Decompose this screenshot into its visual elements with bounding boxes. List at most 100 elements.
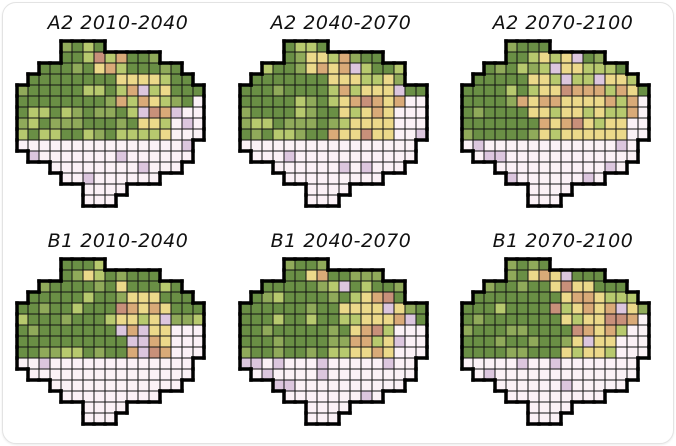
map-cell <box>571 161 584 174</box>
map-cell <box>360 357 373 370</box>
map-cell <box>294 84 307 97</box>
map-cell <box>261 117 274 130</box>
map-cell <box>82 95 95 108</box>
map-cell <box>349 139 362 152</box>
map-cell <box>549 128 562 141</box>
map-cell <box>71 324 84 337</box>
map-cell <box>305 117 318 130</box>
map-cell <box>505 73 518 86</box>
map-cell <box>560 128 573 141</box>
map-cell <box>360 95 373 108</box>
map-cell <box>516 313 529 326</box>
map-cell <box>305 106 318 119</box>
map-cell <box>516 379 529 392</box>
map-cell <box>126 346 139 359</box>
map-cell <box>82 379 95 392</box>
map-cell <box>538 346 551 359</box>
map-cell <box>560 346 573 359</box>
map-cell <box>327 346 340 359</box>
map-cell <box>71 302 84 315</box>
map-cell <box>538 106 551 119</box>
map-cell <box>571 117 584 130</box>
map-cell <box>294 62 307 75</box>
map-cell <box>115 62 128 75</box>
map-cell <box>615 324 628 337</box>
map-cell <box>349 379 362 392</box>
map-cell <box>538 62 551 75</box>
map-cell <box>615 302 628 315</box>
map-cell <box>115 291 128 304</box>
map-cell <box>316 128 329 141</box>
map-cell <box>49 346 62 359</box>
map-cell <box>349 95 362 108</box>
map-cell <box>582 379 595 392</box>
map-cell <box>27 346 40 359</box>
map-cell <box>404 335 417 348</box>
map-cell <box>560 117 573 130</box>
map-cell <box>104 117 117 130</box>
map-cell <box>93 368 106 381</box>
map-cell <box>382 139 395 152</box>
map-panel-a2-2010-2040: A2 2010-2040 <box>13 9 223 219</box>
map-cell <box>582 139 595 152</box>
map-cell <box>483 324 496 337</box>
map-cell <box>516 73 529 86</box>
map-cell <box>60 73 73 86</box>
map-cell <box>60 84 73 97</box>
map-grid <box>458 255 653 428</box>
map-cell <box>159 95 172 108</box>
map-cell <box>371 368 384 381</box>
map-cell <box>126 161 139 174</box>
map-cell <box>560 95 573 108</box>
map-cell <box>126 150 139 163</box>
map-cell <box>305 280 318 293</box>
map-cell <box>538 324 551 337</box>
map-cell <box>527 324 540 337</box>
map-cell <box>527 73 540 86</box>
map-cell <box>49 291 62 304</box>
map-cell <box>371 335 384 348</box>
map-cell <box>71 73 84 86</box>
map-cell <box>582 324 595 337</box>
map-cell <box>483 139 496 152</box>
map-cell <box>272 313 285 326</box>
map-cell <box>159 313 172 326</box>
map-cell <box>560 62 573 75</box>
map-cell <box>38 106 51 119</box>
map-cell <box>181 117 194 130</box>
map-cell <box>538 128 551 141</box>
map-cell <box>115 313 128 326</box>
map-cell <box>71 313 84 326</box>
map-cell <box>327 324 340 337</box>
map-cell <box>593 313 606 326</box>
map-cell <box>393 346 406 359</box>
map-cell <box>505 117 518 130</box>
map-cell <box>250 313 263 326</box>
map-cell <box>60 128 73 141</box>
map-cell <box>382 84 395 97</box>
map-cell <box>115 95 128 108</box>
map-cell <box>349 128 362 141</box>
map-cell <box>137 357 150 370</box>
map-cell <box>316 183 329 196</box>
map-cell <box>382 335 395 348</box>
map-cell <box>93 117 106 130</box>
map-cell <box>338 73 351 86</box>
map-cell <box>494 346 507 359</box>
map-cell <box>71 106 84 119</box>
map-cell <box>250 335 263 348</box>
map-cell <box>338 346 351 359</box>
map-cell <box>283 106 296 119</box>
map-cell <box>582 368 595 381</box>
map-cell <box>316 62 329 75</box>
map-cell <box>272 302 285 315</box>
map-cell <box>494 357 507 370</box>
map-cell <box>137 291 150 304</box>
map-cell <box>115 139 128 152</box>
map-cell <box>327 150 340 163</box>
map-cell <box>527 128 540 141</box>
map-cell <box>505 346 518 359</box>
map-cell <box>593 128 606 141</box>
map-cell <box>316 172 329 185</box>
map-cell <box>137 150 150 163</box>
